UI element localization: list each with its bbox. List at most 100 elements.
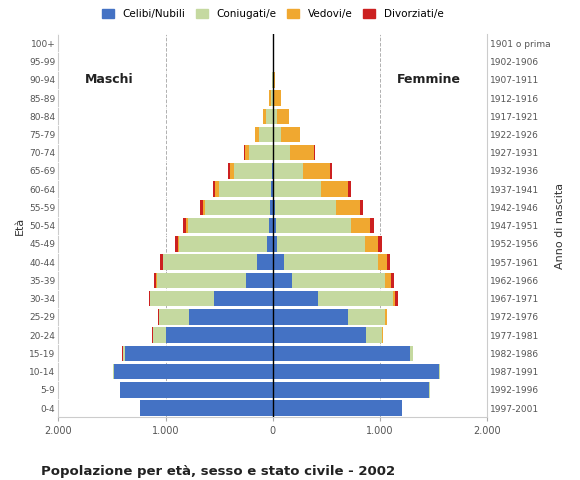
Bar [378,236,382,252]
Bar [349,181,351,197]
Bar [154,273,157,288]
Bar [281,127,300,142]
Bar [290,145,314,160]
Bar [259,127,273,142]
Bar [273,273,292,288]
Bar [273,309,348,324]
Bar [246,273,273,288]
Bar [157,273,246,288]
Bar [266,108,273,124]
Legend: Celibi/Nubili, Coniugati/e, Vedovi/e, Divorziati/e: Celibi/Nubili, Coniugati/e, Vedovi/e, Di… [97,5,448,24]
Bar [273,327,366,343]
Bar [378,254,386,270]
Bar [219,181,271,197]
Bar [314,145,315,160]
Bar [164,254,257,270]
Bar [160,254,163,270]
Y-axis label: Età: Età [15,216,25,235]
Bar [284,254,378,270]
Bar [273,218,276,233]
Bar [318,291,393,306]
Bar [292,273,386,288]
Bar [214,291,273,306]
Y-axis label: Anno di nascita: Anno di nascita [555,182,565,269]
Bar [234,163,272,179]
Bar [366,327,382,343]
Bar [273,145,290,160]
Bar [165,327,273,343]
Bar [360,200,363,215]
Bar [276,218,351,233]
Bar [348,309,386,324]
Bar [371,218,374,233]
Bar [336,200,360,215]
Bar [188,218,269,233]
Bar [386,254,390,270]
Bar [410,346,413,361]
Bar [270,200,273,215]
Text: Femmine: Femmine [397,73,461,86]
Bar [148,291,150,306]
Bar [175,236,179,252]
Bar [189,309,273,324]
Bar [159,309,189,324]
Bar [263,108,266,124]
Bar [273,181,274,197]
Bar [271,181,273,197]
Bar [303,163,330,179]
Bar [273,382,429,397]
Bar [186,218,188,233]
Bar [273,236,277,252]
Bar [230,163,234,179]
Bar [229,163,230,179]
Bar [273,291,318,306]
Bar [245,145,249,160]
Bar [277,236,365,252]
Bar [386,273,391,288]
Bar [269,218,273,233]
Bar [205,200,270,215]
Bar [330,163,332,179]
Bar [150,291,214,306]
Bar [274,181,321,197]
Bar [249,145,273,160]
Bar [277,108,289,124]
Bar [269,90,271,106]
Bar [321,181,349,197]
Text: Maschi: Maschi [85,73,133,86]
Bar [272,163,273,179]
Bar [273,346,410,361]
Bar [153,327,165,343]
Bar [274,90,281,106]
Bar [273,72,276,87]
Bar [395,291,398,306]
Bar [391,273,394,288]
Bar [213,181,215,197]
Bar [351,218,371,233]
Bar [273,127,281,142]
Text: Popolazione per età, sesso e stato civile - 2002: Popolazione per età, sesso e stato civil… [41,465,395,478]
Bar [114,364,273,379]
Bar [257,254,273,270]
Bar [122,346,125,361]
Bar [183,218,186,233]
Bar [267,236,273,252]
Bar [273,200,275,215]
Bar [179,236,267,252]
Bar [255,127,259,142]
Bar [121,382,273,397]
Bar [140,400,273,416]
Bar [273,163,303,179]
Bar [275,200,336,215]
Bar [393,291,395,306]
Bar [215,181,219,197]
Bar [273,400,401,416]
Bar [244,145,245,160]
Bar [273,364,439,379]
Bar [200,200,203,215]
Bar [273,90,274,106]
Bar [273,254,284,270]
Bar [365,236,378,252]
Bar [271,90,273,106]
Bar [125,346,273,361]
